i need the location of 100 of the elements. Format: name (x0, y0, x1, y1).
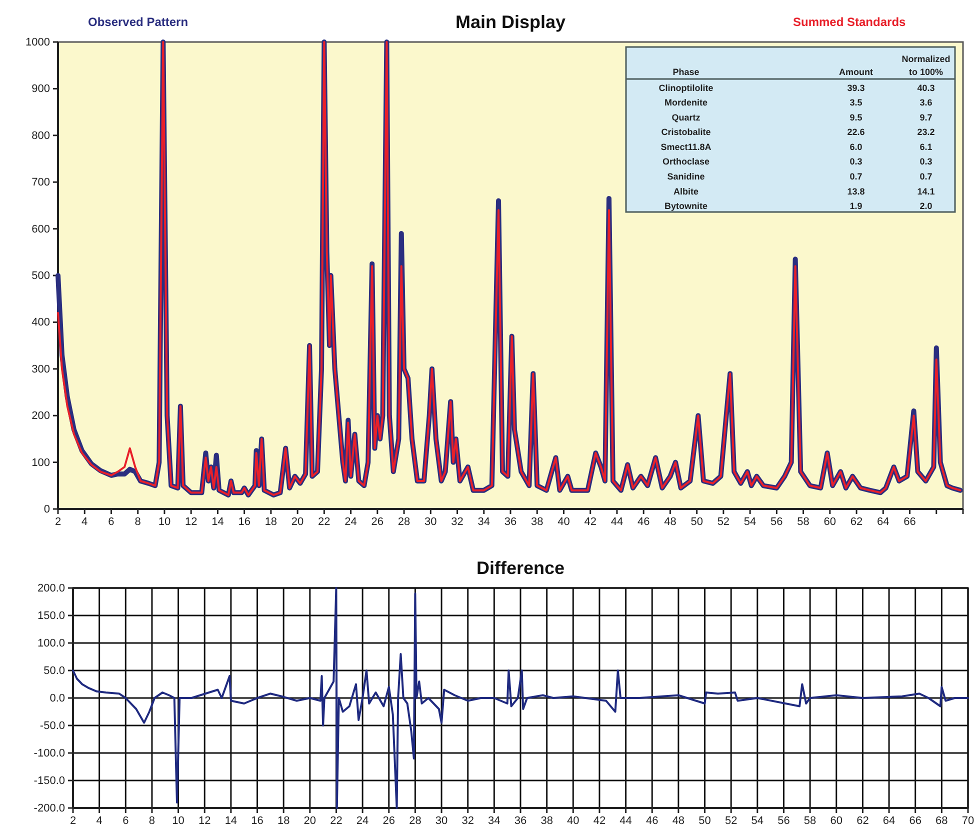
x-tick-label: 54 (744, 516, 756, 528)
x-tick-label: 24 (344, 516, 357, 528)
x-tick-label: 64 (882, 814, 896, 827)
text: Phase (672, 67, 700, 77)
x-tick-label: 4 (82, 516, 88, 528)
x-tick-label: 8 (148, 814, 156, 827)
category-label: Smect11.8A (660, 142, 712, 152)
x-tick-label: 22 (318, 516, 330, 528)
x-tick-label: 58 (804, 814, 816, 827)
x-tick-label: 6 (122, 814, 129, 827)
series-label: Amount (839, 67, 873, 77)
data-label: 13.8 (847, 186, 865, 196)
x-tick-label: 12 (184, 516, 198, 528)
x-tick-label: 28 (398, 516, 410, 528)
x-tick-label: 20 (291, 516, 304, 528)
y-tick-label: 100.0 (37, 638, 65, 650)
x-tick-label: 62 (850, 516, 863, 528)
x-tick-label: 60 (830, 814, 843, 827)
x-tick-label: 44 (610, 516, 624, 528)
category-label: Sanidine (667, 171, 705, 182)
data-label: 6.1 (920, 142, 932, 152)
y-tick-label: 50.0 (44, 665, 65, 678)
x-tick-label: 50 (690, 516, 703, 528)
x-tick-label: 16 (251, 814, 264, 827)
x-tick-label: 38 (540, 814, 553, 827)
x-tick-label: 30 (424, 516, 437, 528)
data-label: 0.3 (920, 156, 932, 167)
data-label: 39.3 (847, 82, 865, 93)
x-tick-label: 8 (134, 516, 141, 528)
x-tick-label: 38 (530, 516, 544, 528)
category-label: Quartz (672, 112, 701, 122)
y-tick-label: 150.0 (37, 610, 65, 622)
x-tick-label: 60 (824, 516, 836, 528)
y-tick-label: -100.0 (34, 748, 65, 760)
category-label: Orthoclase (662, 156, 710, 167)
x-tick-label: 20 (304, 814, 316, 827)
data-label: 3.6 (920, 98, 932, 108)
x-tick-label: 44 (620, 814, 632, 827)
x-tick-label: 34 (488, 814, 500, 827)
x-tick-label: 14 (224, 814, 238, 827)
x-tick-label: 14 (212, 516, 224, 528)
text: Normalized to 100% (902, 54, 950, 77)
x-tick-label: 2 (54, 516, 62, 528)
y-tick-label: 600 (32, 223, 50, 236)
data-label: 0.3 (850, 156, 862, 167)
x-tick-label: 52 (717, 516, 730, 528)
text: Observed Pattern (88, 15, 188, 29)
x-tick-label: 66 (904, 516, 916, 528)
x-tick-label: 64 (877, 516, 890, 528)
y-tick-label: 400 (32, 316, 50, 329)
x-tick-label: 32 (462, 814, 474, 827)
x-tick-label: 10 (158, 516, 171, 528)
x-tick-label: 56 (778, 814, 790, 827)
line-series (72, 587, 969, 809)
x-tick-label: 48 (664, 516, 676, 528)
y-tick-label: 300 (32, 363, 50, 376)
x-tick-label: 42 (593, 814, 606, 827)
x-tick-label: 56 (770, 516, 783, 528)
data-label: 0.7 (920, 171, 932, 182)
y-tick-label: 100 (32, 456, 50, 469)
category-label: Mordenite (664, 98, 708, 108)
x-tick-label: 6 (108, 516, 114, 528)
y-tick-label: -200.0 (34, 802, 65, 815)
y-tick-label: 900 (32, 83, 50, 96)
x-tick-label: 26 (382, 814, 396, 827)
y-tick-label: 800 (32, 130, 50, 142)
x-tick-label: 54 (751, 814, 764, 827)
data-label: 14.1 (917, 186, 935, 196)
y-tick-label: 700 (32, 176, 50, 189)
category-label: Clinoptilolite (658, 82, 714, 93)
x-tick-label: 58 (797, 516, 810, 528)
category-label: Cristobalite (661, 127, 711, 138)
y-tick-label: 1000 (26, 36, 50, 49)
x-tick-label: 48 (672, 814, 685, 827)
x-tick-label: 18 (264, 516, 278, 528)
y-tick-label: 500 (32, 270, 50, 282)
data-label: 9.5 (850, 112, 862, 122)
x-tick-label: 52 (724, 814, 738, 827)
x-tick-label: 62 (856, 814, 869, 827)
x-tick-label: 24 (356, 814, 369, 827)
data-label: 40.3 (917, 82, 935, 93)
x-tick-label: 18 (277, 814, 290, 827)
x-tick-label: 70 (962, 814, 974, 827)
data-label: 1.9 (850, 201, 862, 212)
x-tick-label: 16 (238, 516, 250, 528)
x-tick-label: 40 (558, 516, 570, 528)
y-tick-label: 200 (32, 410, 50, 422)
data-label: 3.5 (850, 98, 862, 108)
y-tick-label: 0 (44, 504, 50, 516)
data-label: 6.0 (850, 142, 862, 152)
category-label: Bytownite (664, 201, 708, 212)
x-tick-label: 36 (514, 814, 527, 827)
x-tick-label: 46 (646, 814, 658, 827)
x-tick-label: 36 (504, 516, 517, 528)
x-tick-label: 28 (409, 814, 422, 827)
x-tick-label: 40 (567, 814, 580, 827)
x-tick-label: 4 (96, 814, 102, 827)
category-label: Albite (673, 186, 699, 196)
y-tick-label: -150.0 (34, 775, 65, 788)
x-tick-label: 34 (478, 516, 490, 528)
